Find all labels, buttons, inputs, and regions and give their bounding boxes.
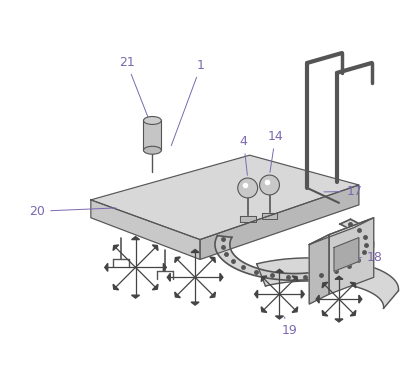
Polygon shape (292, 276, 298, 282)
Polygon shape (309, 218, 374, 245)
Polygon shape (210, 292, 215, 298)
Text: 14: 14 (267, 130, 283, 172)
Polygon shape (131, 295, 140, 298)
Polygon shape (309, 235, 329, 304)
Polygon shape (175, 257, 180, 262)
Text: 21: 21 (119, 56, 151, 126)
Polygon shape (322, 310, 328, 316)
Polygon shape (292, 307, 298, 312)
Text: 18: 18 (350, 251, 383, 265)
Polygon shape (113, 245, 119, 251)
Polygon shape (191, 302, 199, 305)
Text: 19: 19 (281, 317, 297, 337)
Polygon shape (131, 237, 140, 240)
Polygon shape (301, 290, 304, 298)
Polygon shape (175, 292, 180, 298)
Polygon shape (261, 276, 267, 282)
Circle shape (238, 178, 258, 198)
Polygon shape (335, 276, 343, 279)
Bar (143, 120, 162, 150)
Polygon shape (350, 310, 356, 316)
Polygon shape (359, 295, 362, 303)
Ellipse shape (143, 117, 162, 124)
Polygon shape (105, 263, 108, 271)
Polygon shape (350, 282, 356, 288)
Polygon shape (215, 219, 374, 280)
Polygon shape (335, 319, 343, 322)
Polygon shape (91, 155, 359, 240)
Text: 4: 4 (240, 135, 248, 175)
Polygon shape (152, 245, 158, 251)
Polygon shape (152, 284, 158, 290)
Polygon shape (334, 238, 359, 271)
Polygon shape (329, 218, 374, 294)
Polygon shape (316, 295, 319, 303)
Circle shape (260, 175, 279, 195)
Text: 20: 20 (29, 205, 116, 218)
Ellipse shape (143, 146, 162, 154)
Text: 1: 1 (171, 59, 205, 146)
Polygon shape (240, 216, 255, 222)
Polygon shape (255, 290, 258, 298)
Polygon shape (91, 200, 200, 259)
Polygon shape (276, 269, 283, 272)
Polygon shape (200, 185, 359, 259)
Polygon shape (163, 263, 166, 271)
Polygon shape (191, 250, 199, 252)
Polygon shape (261, 307, 267, 312)
Text: 17: 17 (324, 185, 363, 198)
Polygon shape (210, 257, 215, 262)
Polygon shape (276, 316, 283, 319)
Polygon shape (262, 213, 277, 219)
Polygon shape (113, 284, 119, 290)
Polygon shape (257, 258, 398, 308)
Polygon shape (220, 273, 223, 281)
Polygon shape (322, 282, 328, 288)
Polygon shape (167, 273, 170, 281)
